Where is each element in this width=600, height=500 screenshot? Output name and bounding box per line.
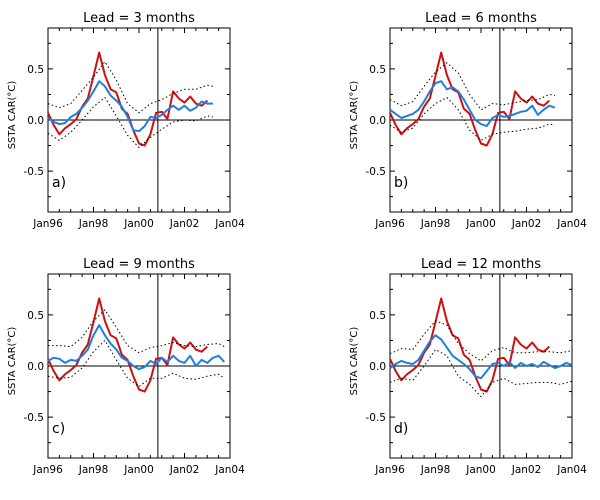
y-tick-label: 0.0: [27, 361, 44, 373]
y-tick-label: -0.5: [366, 166, 387, 178]
series-line-upper-bound: [389, 320, 573, 362]
y-axis-label: SSTA CAR(°C): [349, 327, 360, 396]
series-line-observed: [389, 297, 550, 393]
series-line-lower-bound: [389, 97, 555, 141]
series-line-upper-bound: [389, 62, 555, 111]
series-line-observed: [47, 51, 208, 147]
series-line-upper-bound: [47, 61, 213, 114]
x-tick-label: Jan02: [511, 218, 542, 230]
y-tick-label: 0.5: [369, 310, 386, 322]
x-tick-label: Jan96: [374, 464, 405, 476]
series-line-lower-bound: [389, 349, 573, 398]
x-tick-label: Jan98: [78, 464, 109, 476]
y-tick-label: 0.0: [369, 115, 386, 127]
series-line-lower-bound: [47, 339, 225, 387]
y-tick-label: -0.5: [24, 166, 45, 178]
panel-title: Lead = 12 months: [421, 257, 541, 272]
x-tick-label: Jan00: [465, 218, 496, 230]
x-tick-label: Jan02: [169, 464, 200, 476]
panel-title: Lead = 3 months: [83, 11, 195, 26]
y-tick-label: 0.0: [369, 361, 386, 373]
x-tick-label: Jan02: [511, 464, 542, 476]
x-tick-label: Jan98: [420, 218, 451, 230]
panel-d: Lead = 12 months d) SSTA CAR(°C) Jan96 Ja…: [349, 257, 587, 476]
panel-b: Lead = 6 months b) SSTA CAR(°C) Jan96 Jan…: [349, 11, 587, 230]
x-tick-label: Jan98: [420, 464, 451, 476]
series-line-forecast: [389, 80, 556, 128]
panel-title: Lead = 6 months: [425, 11, 537, 26]
y-tick-label: -0.5: [24, 412, 45, 424]
series-line-forecast: [389, 334, 573, 380]
series-line-forecast: [47, 80, 213, 133]
panel-label: b): [394, 175, 408, 191]
y-axis-label: SSTA CAR(°C): [7, 327, 18, 396]
y-axis-label: SSTA CAR(°C): [349, 81, 360, 150]
series-line-observed: [389, 51, 550, 147]
panel-a: Lead = 3 months a) SSTA CAR(°C) Jan96 Jan…: [7, 11, 245, 230]
x-tick-label: Jan04: [214, 218, 245, 230]
x-tick-label: Jan96: [32, 464, 63, 476]
panel-c: Lead = 9 months c) SSTA CAR(°C) Jan96 Jan…: [7, 257, 245, 476]
series-line-lower-bound: [47, 97, 213, 149]
x-tick-label: Jan04: [556, 464, 587, 476]
x-tick-label: Jan00: [123, 464, 154, 476]
panel-title: Lead = 9 months: [83, 257, 195, 272]
x-tick-label: Jan04: [214, 464, 245, 476]
x-tick-label: Jan98: [78, 218, 109, 230]
y-tick-label: 0.5: [369, 64, 386, 76]
series-line-upper-bound: [48, 309, 225, 354]
y-tick-label: 0.5: [27, 64, 44, 76]
panel-label: a): [52, 175, 66, 191]
y-tick-label: 0.0: [27, 115, 44, 127]
x-tick-label: Jan96: [32, 218, 63, 230]
x-tick-label: Jan00: [465, 464, 496, 476]
y-axis-label: SSTA CAR(°C): [7, 81, 18, 150]
y-tick-label: -0.5: [366, 412, 387, 424]
series-line-forecast: [47, 324, 226, 371]
x-tick-label: Jan04: [556, 218, 587, 230]
x-tick-label: Jan00: [123, 218, 154, 230]
x-tick-label: Jan02: [169, 218, 200, 230]
panel-label: c): [52, 421, 65, 437]
x-tick-label: Jan96: [374, 218, 405, 230]
y-tick-label: 0.5: [27, 310, 44, 322]
panel-label: d): [394, 421, 408, 437]
